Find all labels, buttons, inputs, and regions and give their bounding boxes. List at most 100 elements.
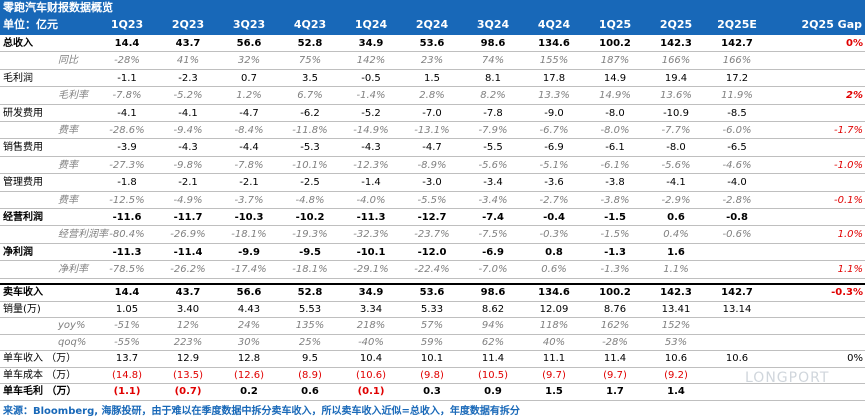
table-cell: -7.7% [661, 125, 691, 136]
table-row: 费率 -12.5% -4.9% -3.7% -4.8% -4.0% -5.5% -3.4% -2… [0, 192, 865, 209]
row-label: 单车收入 （万） [3, 353, 77, 364]
table-cell: -3.6 [544, 177, 564, 189]
col-header: 4Q24 [537, 18, 571, 31]
row-label: yoy% [58, 320, 86, 331]
table-cell: -6.7% [539, 125, 569, 136]
section-divider [0, 283, 865, 285]
table-cell: 17.2 [725, 72, 749, 84]
table-cell: -6.9 [482, 246, 504, 258]
table-cell: 218% [356, 320, 386, 331]
row-label: 单车成本 （万） [3, 369, 77, 381]
table-cell: 53.6 [419, 38, 445, 49]
table-row: 费率 -28.6% -9.4% -8.4% -11.8% -14.9% -13.1% -7.9… [0, 122, 865, 140]
table-cell: 0.3 [423, 386, 441, 397]
table-cell: -12.3% [353, 159, 389, 171]
table-cell: -80.4% [109, 229, 145, 241]
table-cell: -5.2% [173, 90, 203, 102]
table-cell: -17.4% [231, 264, 267, 276]
table-cell: -1.5% [600, 229, 630, 241]
row-label: 单车毛利 （万） [3, 386, 77, 397]
table-cell: -23.7% [414, 229, 450, 241]
table-cell: 23% [420, 55, 444, 67]
table-cell: 11.9% [721, 90, 753, 102]
table-row: 毛利率 -7.8% -5.2% 1.2% 6.7% -1.4% 2.8% 8.2% 13.3% 1… [0, 87, 865, 105]
table-cell: 32% [237, 55, 261, 67]
table-cell: -3.0 [422, 177, 442, 189]
table-cell: 59% [420, 336, 444, 348]
table-cell: 1.2% [236, 90, 262, 102]
table-cell: 8.1 [485, 72, 501, 84]
table-cell: -2.7% [539, 194, 569, 206]
gap-header: 2Q25 Gap [801, 18, 862, 31]
table-cell: 53.6 [419, 287, 445, 298]
row-label: 经营利润 [3, 212, 43, 223]
table-cell: -3.8 [605, 177, 625, 189]
table-cell: -1.1 [117, 72, 137, 84]
table-row: yoy% -51% 12% 24% 135% 218% 57% 94% 118% 162% 152% [0, 318, 865, 335]
table-cell: 13.3% [538, 90, 570, 102]
table-cell: -2.9% [661, 194, 691, 206]
table-cell: 135% [295, 320, 325, 331]
table-cell: -5.5% [417, 194, 447, 206]
table-cell: (8.9) [298, 369, 322, 381]
table-cell: 3.40 [176, 303, 200, 315]
gap-cell: 2% [846, 90, 863, 102]
table-cell: 142% [356, 55, 386, 67]
table-row: 单车成本 （万） (14.8) (13.5) (12.6) (8.9) (10.6) (9.… [0, 368, 865, 384]
col-header: 3Q24 [476, 18, 510, 31]
table-cell: -7.4 [482, 212, 504, 223]
table-cell: 0.6 [667, 212, 685, 223]
table-cell: -6.9 [544, 142, 564, 154]
table-cell: 162% [600, 320, 630, 331]
table-cell: -28% [114, 55, 140, 67]
table-cell: 98.6 [480, 287, 506, 298]
row-label: 总收入 [3, 38, 33, 49]
table-row: 单车收入 （万） 13.7 12.9 12.8 9.5 10.4 10.1 11.4 11.1 1… [0, 351, 865, 368]
table-cell: -1.3% [600, 264, 630, 276]
table-cell: (13.5) [172, 369, 204, 381]
table-cell: -3.4 [483, 177, 503, 189]
table-cell: (0.7) [174, 386, 202, 397]
table-cell: -0.4 [543, 212, 565, 223]
table-cell: 142.3 [660, 287, 692, 298]
table-cell: -10.2 [295, 212, 325, 223]
table-cell: 12% [176, 320, 200, 331]
table-cell: 13.14 [722, 303, 752, 315]
table-row: 单车毛利 （万） (1.1) (0.7) 0.2 0.6 (0.1) 0.3 0.9 1.5 1.… [0, 384, 865, 401]
table-cell: -7.9% [478, 125, 508, 136]
gap-cell: 1.0% [837, 229, 863, 241]
table-cell: -13.1% [414, 125, 450, 136]
col-header: 1Q24 [354, 18, 388, 31]
table-cell: -3.8% [600, 194, 630, 206]
row-label: 同比 [58, 55, 78, 67]
table-cell: -10.1% [292, 159, 328, 171]
table-cell: -8.0% [600, 125, 630, 136]
table-cell: -4.3 [361, 142, 381, 154]
table-cell: -1.4% [356, 90, 386, 102]
col-header: 2Q23 [171, 18, 205, 31]
table-cell: -28% [602, 336, 628, 348]
table-cell: -0.3% [539, 229, 569, 241]
col-header: 3Q23 [232, 18, 266, 31]
table-cell: 75% [298, 55, 322, 67]
table-row: 经营利润 -11.6 -11.7 -10.3 -10.2 -11.3 -12.7 -7.4 -0… [0, 209, 865, 227]
table-cell: -4.7 [239, 107, 259, 119]
col-header: 1Q23 [110, 18, 144, 31]
table-cell: -1.8 [117, 177, 137, 189]
table-cell: (1.1) [113, 386, 141, 397]
table-cell: (10.6) [355, 369, 387, 381]
table-cell: 118% [539, 320, 569, 331]
table-cell: (14.8) [111, 369, 143, 381]
table-cell: -1.3 [604, 246, 626, 258]
col-header: 4Q23 [293, 18, 327, 31]
table-cell: -6.2 [300, 107, 320, 119]
table-cell: -5.6% [661, 159, 691, 171]
table-row: 净利率 -78.5% -26.2% -17.4% -18.1% -29.1% -22.4% -… [0, 261, 865, 279]
row-label: 研发费用 [3, 107, 43, 119]
table-cell: 1.4 [667, 386, 685, 397]
table-cell: -18.1% [292, 264, 328, 276]
gap-cell: -0.1% [833, 194, 863, 206]
table-cell: 10.1 [420, 353, 444, 364]
col-header: 2Q25E [717, 18, 757, 31]
table-cell: -3.7% [234, 194, 264, 206]
